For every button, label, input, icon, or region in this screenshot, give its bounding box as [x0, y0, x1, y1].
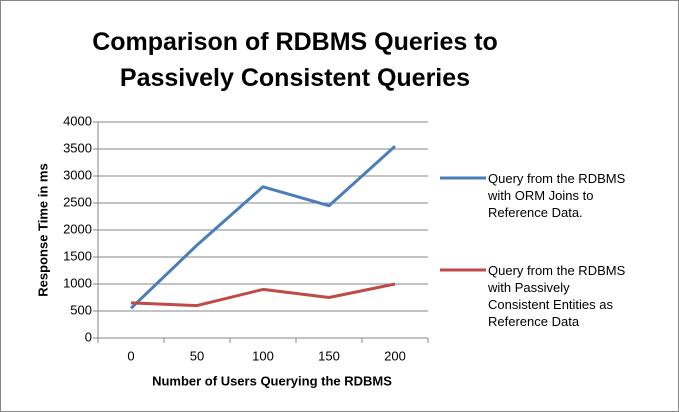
- x-axis-title: Number of Users Querying the RDBMS: [152, 373, 392, 388]
- data-line: [129, 145, 397, 310]
- x-tick-label: 100: [252, 348, 274, 363]
- y-tick-label: 1500: [63, 248, 92, 263]
- y-tick-label: 3500: [63, 140, 92, 155]
- y-tick-label: 3000: [63, 167, 92, 182]
- y-tick-label: 500: [70, 302, 92, 317]
- x-tick-label: 150: [318, 348, 340, 363]
- y-tick-label: 2500: [63, 194, 92, 209]
- y-axis-title: Response Time in ms: [35, 163, 50, 296]
- y-tick-label: 0: [85, 329, 92, 344]
- legend-label: Query from the RDBMS with Passively Cons…: [488, 263, 626, 329]
- y-tick-label: 2000: [63, 221, 92, 236]
- chart-title: Comparison of RDBMS Queries to Passively…: [92, 28, 498, 92]
- x-tick-label: 200: [384, 348, 406, 363]
- y-tick-label: 1000: [63, 275, 92, 290]
- x-tick-label: 0: [127, 348, 134, 363]
- y-tick-label: 4000: [63, 113, 92, 128]
- legend-label: Query from the RDBMS with ORM Joins to R…: [488, 171, 626, 220]
- x-tick-label: 50: [190, 348, 204, 363]
- data-line: [130, 282, 396, 308]
